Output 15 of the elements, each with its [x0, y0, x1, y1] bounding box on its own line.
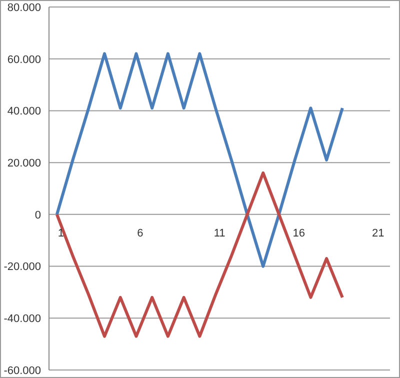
line-series	[55, 52, 344, 268]
line-series	[55, 171, 344, 338]
y-tick-label: 80.000	[7, 2, 41, 14]
x-tick-label: 1	[58, 227, 64, 240]
y-tick-label: 20.000	[7, 157, 41, 170]
y-tick-label: 60.000	[7, 54, 41, 66]
y-tick-label: 0	[34, 209, 41, 222]
x-tick-label: 21	[372, 227, 384, 240]
y-tick-label: -60.000	[4, 364, 41, 377]
y-tick-label: -20.000	[4, 261, 41, 274]
x-tick-label: 6	[137, 227, 144, 240]
y-tick-label: 40.000	[7, 106, 41, 118]
y-tick-label: -40.000	[4, 313, 41, 326]
x-tick-label: 11	[214, 227, 226, 240]
x-tick-label: 16	[292, 227, 305, 240]
